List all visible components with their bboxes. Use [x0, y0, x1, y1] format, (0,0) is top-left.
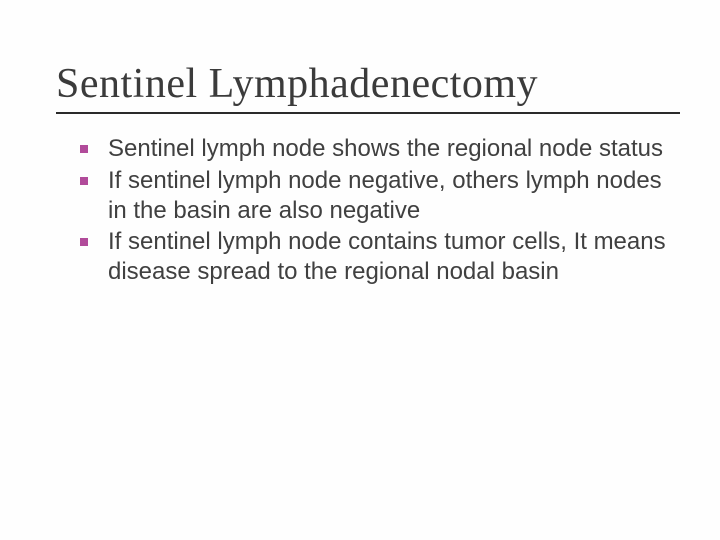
list-item: If sentinel lymph node negative, others … [78, 166, 680, 226]
list-item: Sentinel lymph node shows the regional n… [78, 134, 680, 164]
slide-title: Sentinel Lymphadenectomy [56, 60, 680, 114]
bullet-list: Sentinel lymph node shows the regional n… [56, 134, 680, 287]
list-item: If sentinel lymph node contains tumor ce… [78, 227, 680, 287]
list-item-text: If sentinel lymph node negative, others … [108, 166, 680, 226]
slide: Sentinel Lymphadenectomy Sentinel lymph … [0, 0, 720, 540]
list-item-text: Sentinel lymph node shows the regional n… [108, 134, 680, 164]
list-item-text: If sentinel lymph node contains tumor ce… [108, 227, 680, 287]
